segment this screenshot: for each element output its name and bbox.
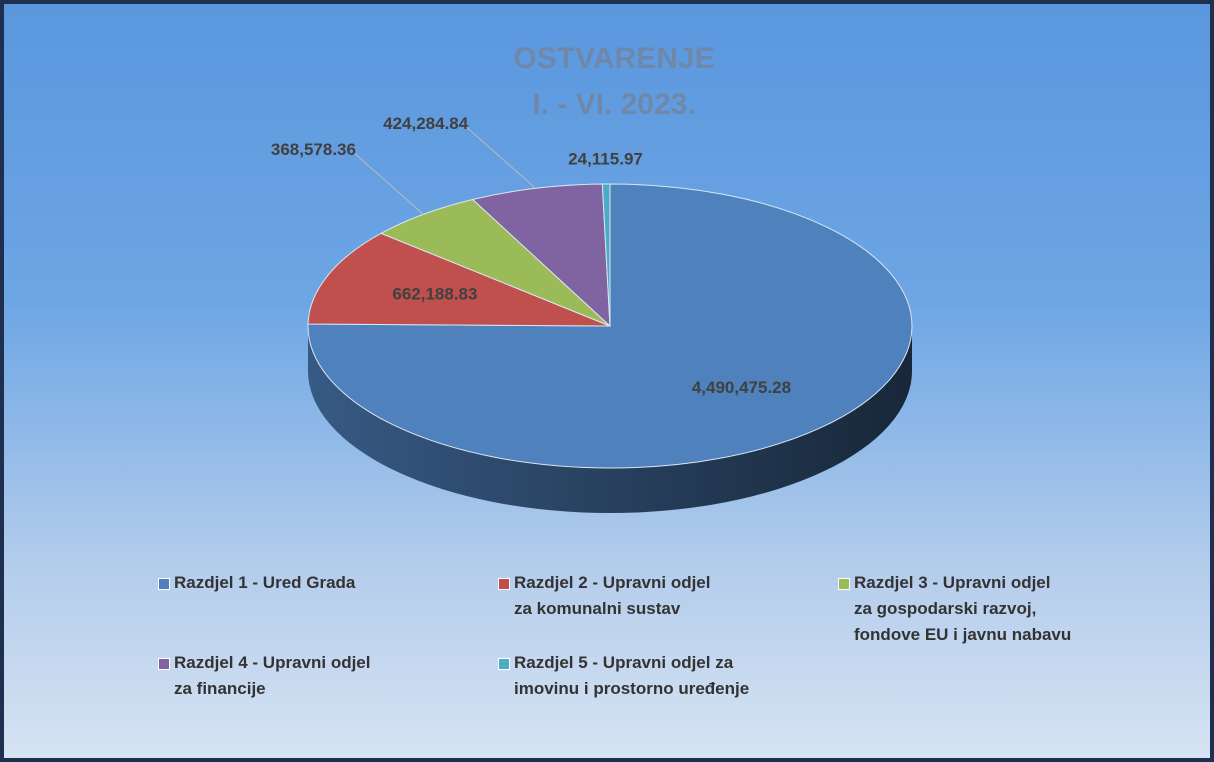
data-label: 4,490,475.28 bbox=[692, 378, 791, 397]
slice bbox=[471, 183, 611, 328]
chart-title: OSTVARENJE I. - VI. 2023. bbox=[513, 42, 715, 121]
leader-line bbox=[353, 151, 424, 215]
legend-swatch bbox=[158, 578, 170, 590]
legend-swatch bbox=[498, 578, 510, 590]
legend-label: Razdjel 3 - Upravni odjel za gospodarski… bbox=[854, 573, 1072, 644]
data-label: 662,188.83 bbox=[392, 284, 477, 303]
legend-label: Razdjel 2 - Upravni odjel za komunalni s… bbox=[514, 573, 711, 618]
plot: 4,490,475.28 662,188.83 368,578.36 424,284.… bbox=[271, 114, 913, 513]
legend-entry: Razdjel 3 - Upravni odjel za gospodarski… bbox=[838, 570, 1072, 648]
legend-label: Razdjel 5 - Upravni odjel za imovinu i p… bbox=[514, 653, 750, 698]
legend-swatch bbox=[498, 658, 510, 670]
leader-line bbox=[465, 125, 537, 189]
legend-swatch bbox=[158, 658, 170, 670]
legend-entry: Razdjel 2 - Upravni odjel za komunalni s… bbox=[498, 570, 711, 622]
data-label: 424,284.84 bbox=[383, 114, 469, 133]
legend-swatch bbox=[838, 578, 850, 590]
slice bbox=[601, 183, 611, 327]
data-label: 368,578.36 bbox=[271, 140, 356, 159]
slice bbox=[379, 198, 611, 327]
legend-label: Razdjel 1 - Ured Grada bbox=[174, 573, 356, 592]
legend-entry: Razdjel 5 - Upravni odjel za imovinu i p… bbox=[498, 650, 750, 702]
data-label: 24,115.97 bbox=[568, 149, 643, 168]
slice bbox=[307, 232, 611, 327]
legend-label: Razdjel 4 - Upravni odjel za financije bbox=[174, 653, 371, 698]
legend-entry: Razdjel 1 - Ured Grada bbox=[158, 570, 356, 596]
legend-entry: Razdjel 4 - Upravni odjel za financije bbox=[158, 650, 371, 702]
slice-side bbox=[308, 326, 912, 513]
